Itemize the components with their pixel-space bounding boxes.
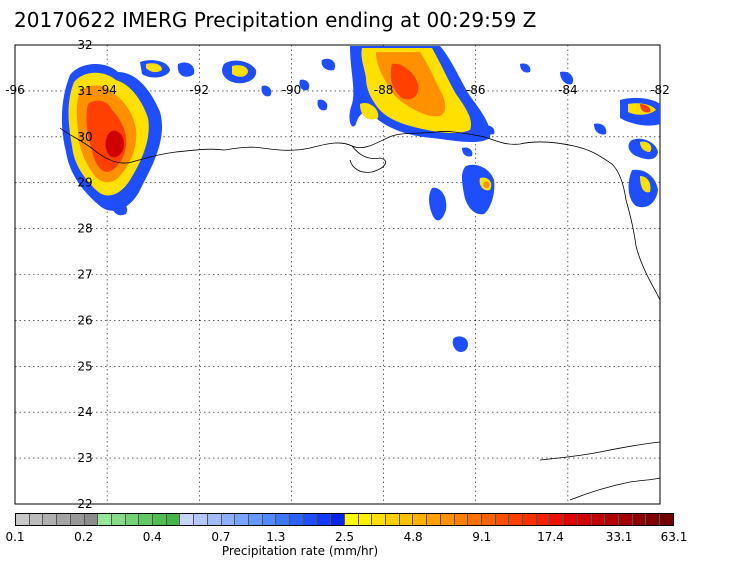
- colorbar-swatch: [536, 514, 551, 525]
- colorbar-swatch: [29, 514, 44, 525]
- colorbar-swatch: [57, 514, 71, 525]
- lat-label: 30: [77, 130, 92, 144]
- colorbar-swatch: [84, 514, 99, 525]
- precip-cell-central-north: [177, 58, 336, 111]
- colorbar-swatch: [262, 514, 277, 525]
- colorbar-swatch: [577, 514, 592, 525]
- colorbar-swatch: [454, 514, 469, 525]
- coastline-mississippi-delta: [349, 145, 386, 173]
- colorbar-tick-label: 33.1: [605, 530, 633, 544]
- colorbar-swatch: [317, 514, 332, 525]
- colorbar-tick-label: 2.5: [334, 530, 355, 544]
- lon-label: -88: [374, 83, 394, 97]
- colorbar-swatch: [509, 514, 524, 525]
- lat-label: 28: [77, 222, 92, 236]
- lat-label: 24: [77, 405, 92, 419]
- colorbar-swatch: [523, 514, 537, 525]
- lat-label: 22: [77, 497, 92, 511]
- colorbar-swatch: [207, 514, 222, 525]
- latitude-labels: 32 31 30 29 28 27 26 25 24 23 22: [77, 38, 92, 511]
- coastline: [59, 127, 661, 501]
- colorbar-swatch: [139, 514, 154, 525]
- lat-label: 31: [77, 84, 92, 98]
- colorbar-tick-label: 0.2: [74, 530, 94, 544]
- colorbar-swatch: [646, 514, 661, 525]
- colorbar-swatch: [303, 514, 318, 525]
- colorbar-swatch: [564, 514, 578, 525]
- colorbar-swatch: [481, 514, 496, 525]
- colorbar-swatch: [399, 514, 414, 525]
- colorbar-tick-label: 17.4: [537, 530, 564, 544]
- colorbar-tick-label: 1.3: [266, 530, 286, 544]
- colorbar-tick-label: 0.1: [5, 530, 25, 544]
- lon-label: -90: [282, 83, 302, 97]
- lat-label: 27: [77, 268, 92, 282]
- colorbar-swatch: [660, 514, 673, 525]
- colorbar-tick-label: 63.1: [660, 530, 688, 544]
- colorbar-tick-label: 9.1: [472, 530, 492, 544]
- colorbar-swatch: [358, 514, 373, 525]
- colorbar-ticks: 0.1 0.2 0.4 0.7 1.3 2.5 4.8 9.1 17.4 33.1 63.1: [0, 530, 747, 546]
- precip-cell-isolated: [452, 336, 468, 352]
- precip-layer: [61, 46, 660, 352]
- colorbar-swatch: [290, 514, 304, 525]
- coastline-cuba: [539, 441, 661, 461]
- lon-label: -84: [558, 83, 578, 97]
- colorbar-swatch: [550, 514, 565, 525]
- colorbar-swatch: [43, 514, 58, 525]
- colorbar-tick-label: 0.4: [142, 530, 162, 544]
- lat-label: 32: [77, 38, 92, 52]
- colorbar-swatch: [70, 514, 85, 525]
- map-title: 20170622 IMERG Precipitation ending at 0…: [14, 8, 537, 32]
- colorbar-swatch: [111, 514, 126, 525]
- colorbar-swatch: [331, 514, 345, 525]
- colorbar-swatch: [632, 514, 647, 525]
- colorbar-tick-label: 0.7: [211, 530, 231, 544]
- lat-label: 23: [77, 451, 92, 465]
- colorbar-swatch: [618, 514, 633, 525]
- lon-label: -82: [650, 83, 670, 97]
- lat-label: 29: [77, 176, 92, 190]
- coastline-florida-west: [625, 199, 661, 301]
- colorbar-swatch: [605, 514, 619, 525]
- colorbar-swatch: [413, 514, 428, 525]
- colorbar-swatch: [235, 514, 249, 525]
- colorbar-swatch: [372, 514, 386, 525]
- colorbar-swatch: [591, 514, 606, 525]
- longitude-labels: -96 -94 -92 -90 -88 -86 -84 -82: [5, 83, 670, 97]
- colorbar-swatch: [98, 514, 112, 525]
- coastline-keys: [569, 477, 661, 501]
- lon-label: -92: [189, 83, 209, 97]
- precip-cell-eastern-gulf: [429, 164, 495, 221]
- lon-label: -94: [97, 83, 117, 97]
- lat-label: 26: [77, 313, 92, 327]
- colorbar-swatch: [166, 514, 181, 525]
- precip-cell-texas-coast: [61, 60, 170, 216]
- colorbar-swatch: [427, 514, 441, 525]
- graticule: [15, 45, 660, 504]
- colorbar-swatch: [248, 514, 263, 525]
- colorbar-swatch: [276, 514, 291, 525]
- colorbar-swatch: [180, 514, 195, 525]
- colorbar-label: Precipitation rate (mm/hr): [221, 544, 379, 558]
- colorbar-swatch: [440, 514, 455, 525]
- colorbar-swatch: [16, 514, 30, 525]
- colorbar-swatch: [495, 514, 510, 525]
- colorbar-swatch: [221, 514, 236, 525]
- colorbar: [15, 513, 674, 526]
- precip-cell-florida-coast: [594, 97, 660, 208]
- colorbar-swatch: [468, 514, 482, 525]
- precip-cell-ms-al-coast: [349, 46, 574, 157]
- colorbar-tick-label: 4.8: [403, 530, 423, 544]
- colorbar-swatch: [385, 514, 400, 525]
- colorbar-swatch: [194, 514, 208, 525]
- colorbar-swatch: [344, 514, 359, 525]
- colorbar-swatch: [125, 514, 140, 525]
- lon-label: -86: [466, 83, 486, 97]
- colorbar-swatch: [153, 514, 167, 525]
- lat-label: 25: [77, 359, 92, 373]
- lon-label: -96: [5, 83, 25, 97]
